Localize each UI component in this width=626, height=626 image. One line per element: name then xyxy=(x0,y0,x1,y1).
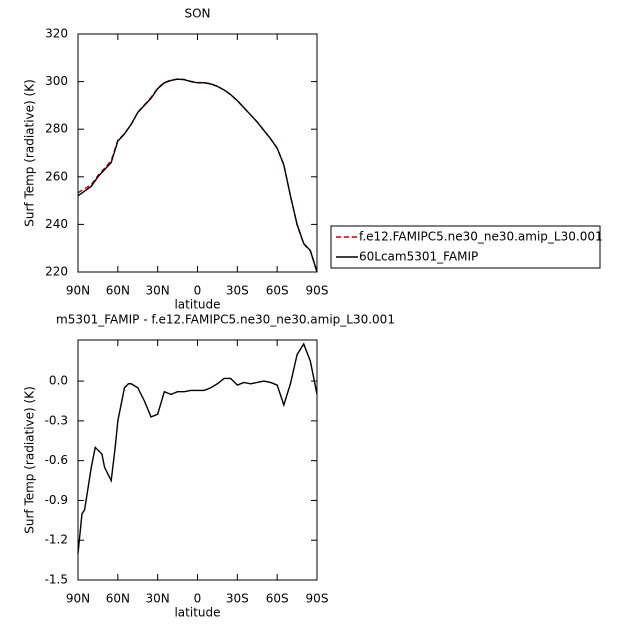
legend-label: 60Lcam5301_FAMIP xyxy=(359,250,478,264)
data-line xyxy=(77,342,318,554)
legend-box xyxy=(330,225,601,269)
x-tick-label: 90S xyxy=(306,284,329,298)
x-tick-label: 0 xyxy=(194,284,202,298)
x-tick-label: 90N xyxy=(66,592,90,606)
plot-frame xyxy=(77,33,318,273)
chart-title: SON xyxy=(184,7,210,21)
x-tick-label: 60N xyxy=(106,284,130,298)
data-line xyxy=(77,78,318,272)
x-tick-label: 60S xyxy=(266,284,289,298)
y-tick-label: 260 xyxy=(45,169,68,183)
x-tick-label: 30N xyxy=(146,592,170,606)
x-tick-label: 90N xyxy=(66,284,90,298)
data-line xyxy=(77,78,318,273)
y-tick-label: 280 xyxy=(45,122,68,136)
y-tick-label: 0.0 xyxy=(49,374,68,388)
x-axis-label: latitude xyxy=(174,298,220,312)
y-tick-label: -1.2 xyxy=(45,533,68,547)
y-tick-label: -0.9 xyxy=(45,493,68,507)
plot-frame xyxy=(77,339,318,581)
x-tick-label: 30N xyxy=(146,284,170,298)
y-tick-label: 220 xyxy=(45,265,68,279)
x-tick-label: 30S xyxy=(226,284,249,298)
x-tick-label: 0 xyxy=(194,592,202,606)
y-tick-label: 240 xyxy=(45,217,68,231)
legend-label: f.e12.FAMIPC5.ne30_ne30.amip_L30.001 xyxy=(359,230,603,244)
y-tick-label: -0.3 xyxy=(45,413,68,427)
y-axis-label: Surf Temp (radiative) (K) xyxy=(23,386,37,534)
y-tick-label: -0.6 xyxy=(45,453,68,467)
x-axis-label: latitude xyxy=(174,606,220,620)
y-tick-label: 320 xyxy=(45,27,68,41)
y-tick-label: 300 xyxy=(45,74,68,88)
x-tick-label: 90S xyxy=(306,592,329,606)
x-tick-label: 60S xyxy=(266,592,289,606)
x-tick-label: 60N xyxy=(106,592,130,606)
x-tick-label: 30S xyxy=(226,592,249,606)
y-tick-label: -1.5 xyxy=(45,573,68,587)
chart-title: m5301_FAMIP - f.e12.FAMIPC5.ne30_ne30.am… xyxy=(56,313,395,327)
y-axis-label: Surf Temp (radiative) (K) xyxy=(23,79,37,227)
